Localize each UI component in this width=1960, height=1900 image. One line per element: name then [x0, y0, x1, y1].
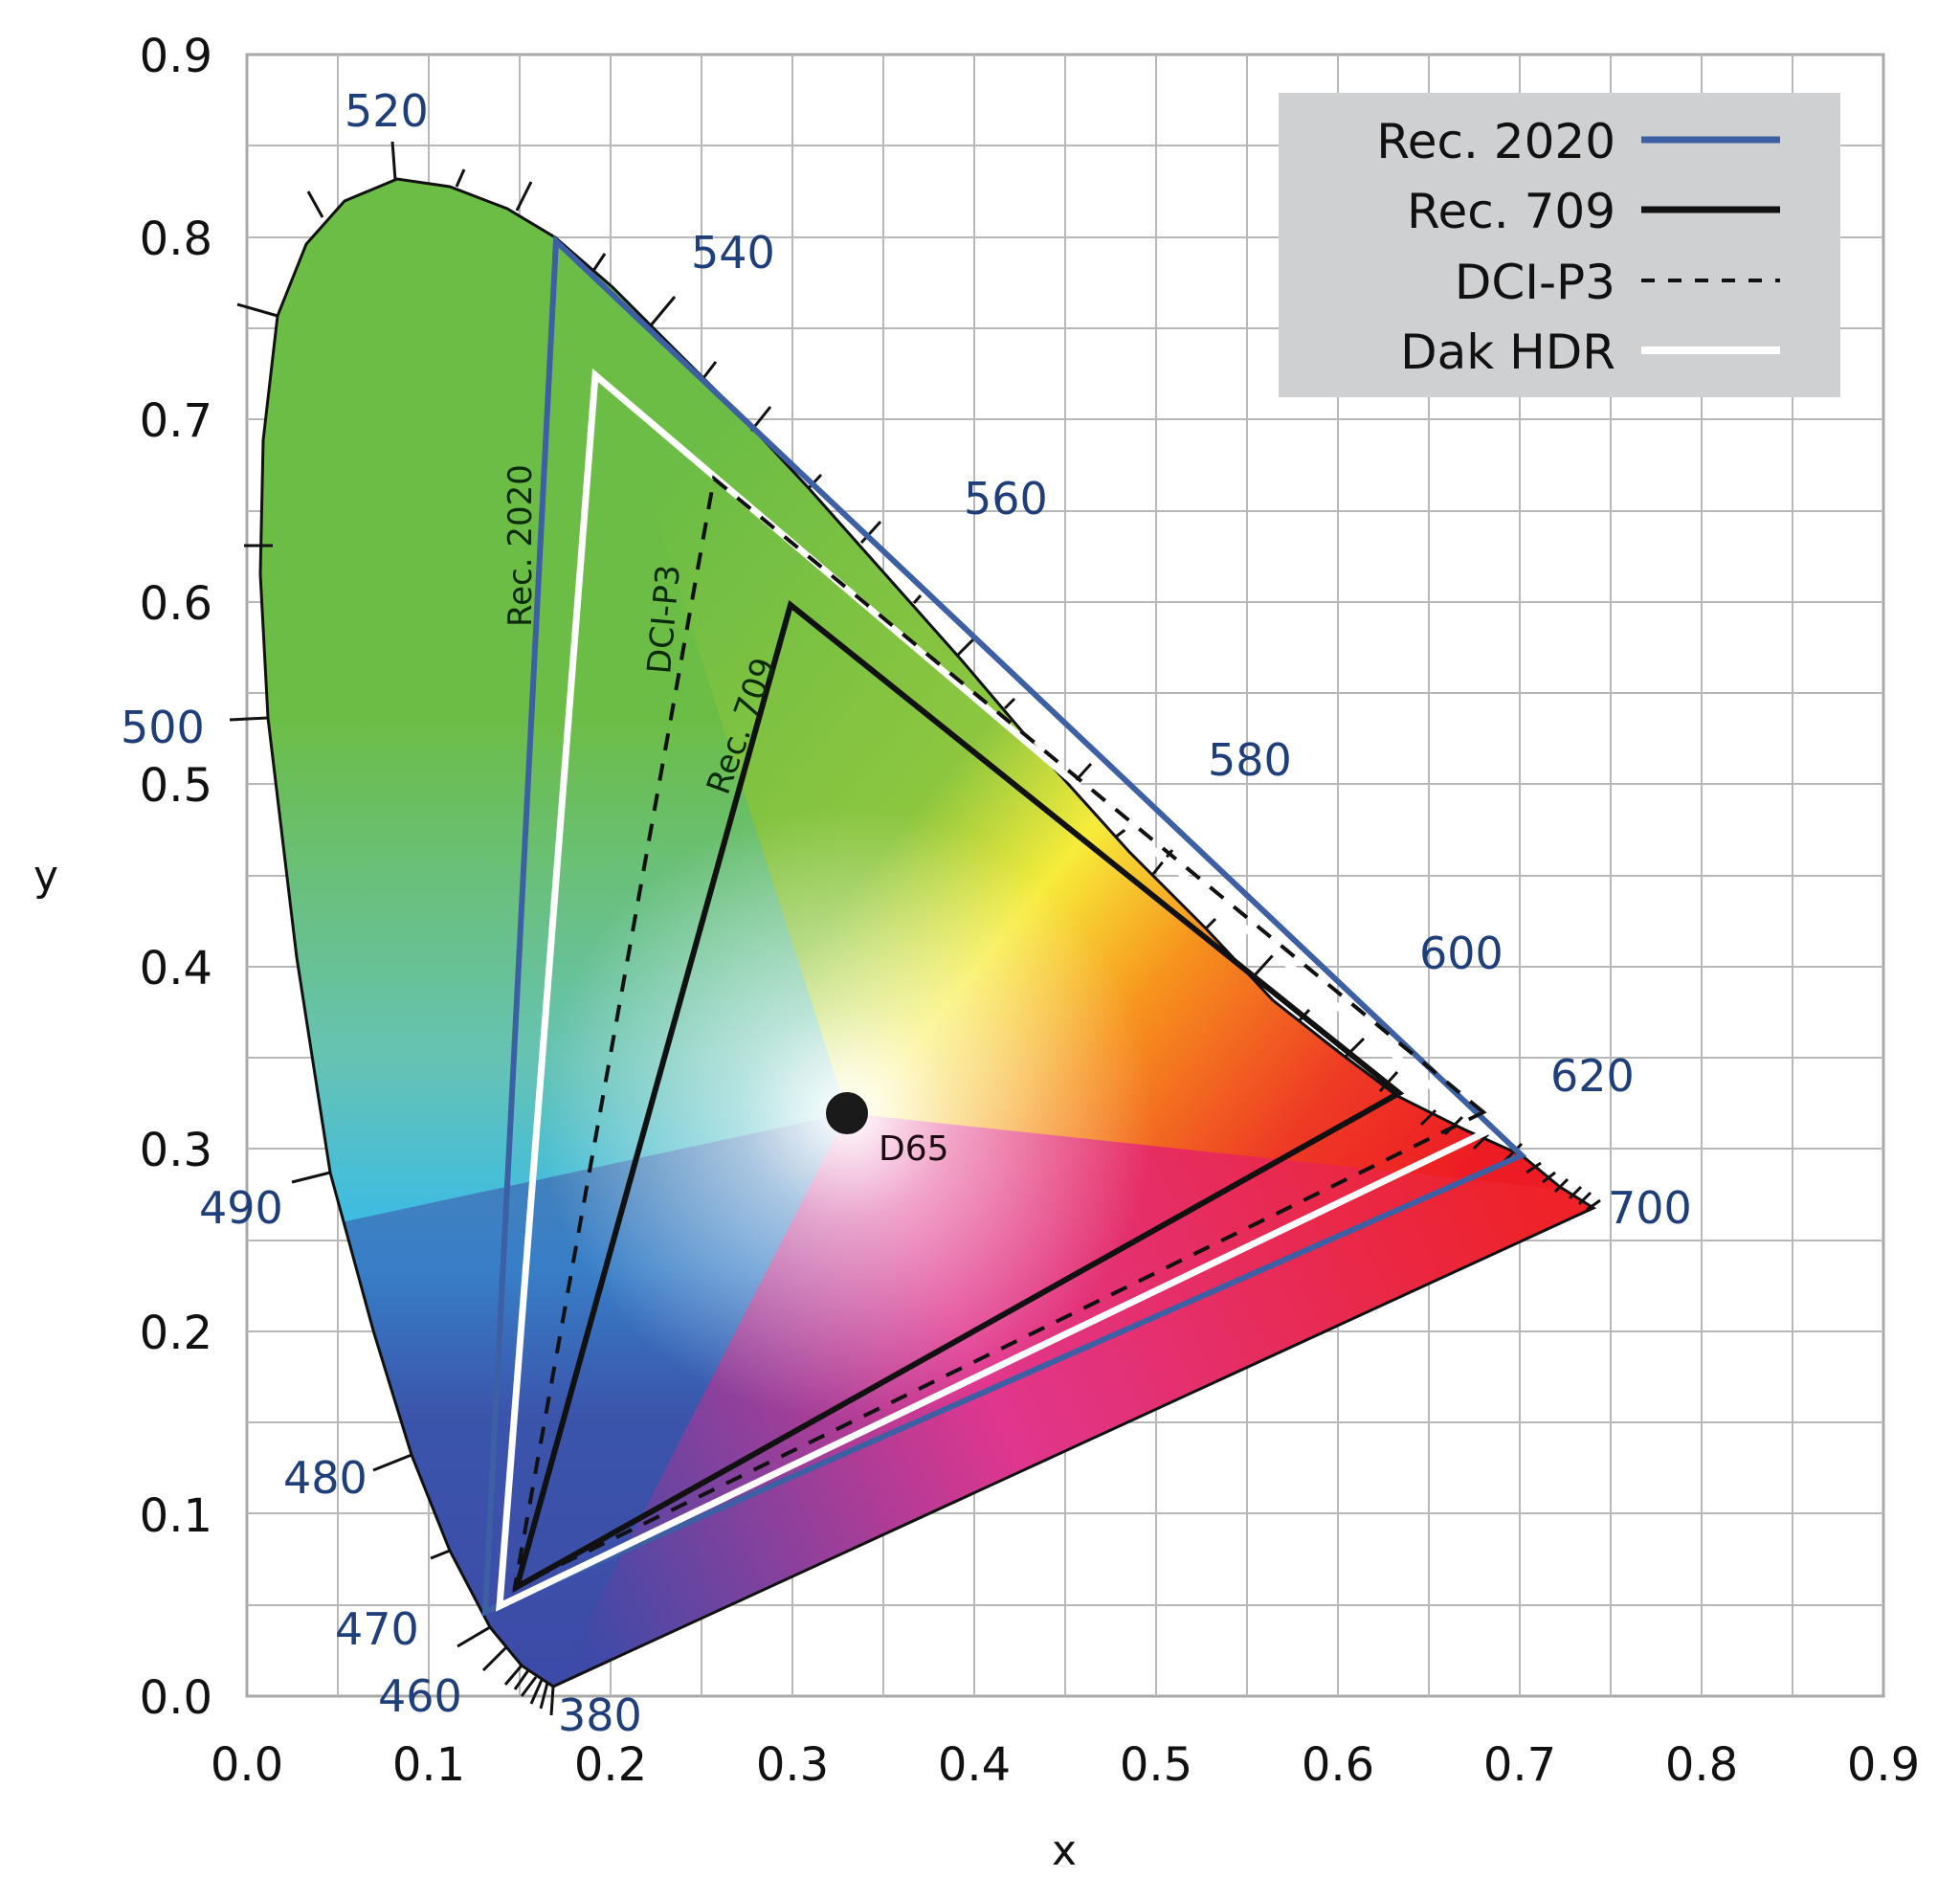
svg-text:0.3: 0.3 [140, 1124, 212, 1177]
svg-text:DCI-P3: DCI-P3 [1455, 255, 1615, 310]
svg-text:Rec. 709: Rec. 709 [1407, 184, 1615, 239]
svg-text:0.5: 0.5 [1120, 1738, 1192, 1792]
svg-text:0.8: 0.8 [140, 212, 212, 266]
svg-text:0.3: 0.3 [756, 1738, 829, 1792]
svg-text:0.7: 0.7 [140, 394, 212, 448]
svg-text:0.1: 0.1 [140, 1489, 212, 1543]
gamut-label-rec2020: Rec. 2020 [501, 464, 540, 627]
svg-text:0.9: 0.9 [140, 30, 212, 83]
svg-text:700: 700 [1608, 1182, 1692, 1234]
svg-text:580: 580 [1208, 734, 1292, 786]
svg-text:0.0: 0.0 [211, 1738, 283, 1792]
legend-item-dcip3: DCI-P3 [1455, 255, 1780, 310]
svg-text:0.4: 0.4 [938, 1738, 1011, 1792]
wavelength-labels: 520 540 560 580 600 620 700 500 490 480 … [121, 85, 1692, 1741]
svg-text:520: 520 [345, 85, 429, 137]
svg-text:0.0: 0.0 [140, 1671, 212, 1725]
svg-text:0.1: 0.1 [392, 1738, 465, 1792]
gamut-rec2020 [481, 235, 1527, 1617]
svg-text:500: 500 [121, 702, 205, 753]
gamut-dak-hdr [496, 368, 1492, 1612]
svg-text:0.8: 0.8 [1665, 1738, 1738, 1792]
svg-text:490: 490 [199, 1182, 283, 1234]
d65-whitepoint-marker [826, 1092, 868, 1134]
svg-text:480: 480 [283, 1452, 368, 1504]
gamut-label-dcip3: DCI-P3 [640, 563, 688, 675]
legend-item-rec2020: Rec. 2020 [1376, 114, 1780, 169]
gamut-dci-p3 [512, 475, 1487, 1591]
svg-text:0.5: 0.5 [140, 759, 212, 813]
x-axis-ticks: 0.0 0.1 0.2 0.3 0.4 0.5 0.6 0.7 0.8 0.9 [211, 1738, 1920, 1792]
svg-text:460: 460 [378, 1670, 462, 1722]
svg-text:Dak HDR: Dak HDR [1400, 324, 1615, 380]
svg-text:380: 380 [558, 1689, 642, 1741]
svg-text:0.6: 0.6 [1302, 1738, 1374, 1792]
legend-item-dak-hdr: Dak HDR [1400, 324, 1780, 380]
legend-item-rec709: Rec. 709 [1407, 184, 1780, 239]
x-axis-title: x [1052, 1826, 1077, 1875]
svg-text:560: 560 [964, 473, 1048, 525]
svg-text:0.9: 0.9 [1847, 1738, 1920, 1792]
svg-text:0.4: 0.4 [140, 942, 212, 995]
legend: Rec. 2020 Rec. 709 DCI-P3 Dak HDR [1279, 93, 1840, 397]
svg-text:0.2: 0.2 [574, 1738, 647, 1792]
svg-text:600: 600 [1419, 928, 1503, 979]
svg-text:470: 470 [335, 1603, 419, 1655]
d65-label: D65 [879, 1129, 949, 1169]
svg-text:620: 620 [1550, 1050, 1635, 1102]
svg-text:540: 540 [691, 227, 775, 279]
y-axis-ticks: 0.0 0.1 0.2 0.3 0.4 0.5 0.6 0.7 0.8 0.9 [140, 30, 212, 1725]
gamut-rec709 [512, 599, 1405, 1594]
svg-text:0.6: 0.6 [140, 577, 212, 631]
svg-text:0.7: 0.7 [1483, 1738, 1556, 1792]
svg-text:Rec. 2020: Rec. 2020 [1376, 114, 1615, 169]
y-axis-title: y [33, 852, 58, 901]
svg-text:0.2: 0.2 [140, 1307, 212, 1360]
